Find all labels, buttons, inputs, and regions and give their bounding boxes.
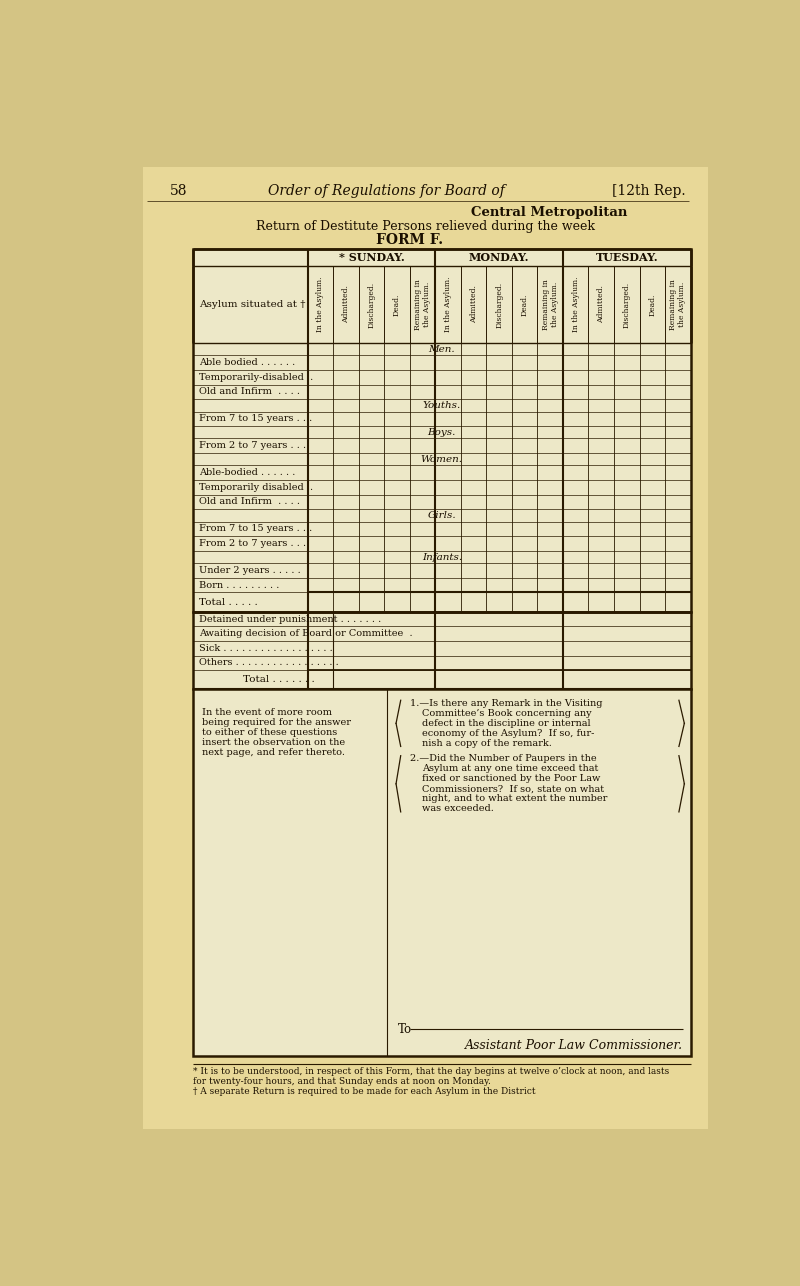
Text: Old and Infirm  . . . .: Old and Infirm . . . .	[199, 387, 300, 396]
Text: Commissioners?  If so, state on what: Commissioners? If so, state on what	[422, 784, 604, 793]
Text: Admitted.: Admitted.	[598, 285, 606, 323]
Text: Dead.: Dead.	[648, 293, 656, 315]
Text: † A separate Return is required to be made for each Asylum in the District: † A separate Return is required to be ma…	[193, 1087, 536, 1096]
Text: In the Asylum.: In the Asylum.	[317, 276, 325, 332]
Text: Dead.: Dead.	[393, 293, 401, 315]
Text: Asylum at any one time exceed that: Asylum at any one time exceed that	[422, 764, 598, 773]
Text: 58: 58	[170, 184, 187, 198]
Text: [12th Rep.: [12th Rep.	[611, 184, 685, 198]
Text: Remaining in
the Asylum.: Remaining in the Asylum.	[669, 279, 686, 331]
Text: insert the observation on the: insert the observation on the	[202, 738, 346, 747]
Text: MONDAY.: MONDAY.	[469, 252, 530, 264]
Text: Admitted.: Admitted.	[342, 285, 350, 323]
Text: Men.: Men.	[429, 345, 455, 354]
Text: Central Metropolitan: Central Metropolitan	[470, 206, 627, 220]
Text: * It is to be understood, in respect of this Form, that the day begins at twelve: * It is to be understood, in respect of …	[193, 1067, 670, 1076]
Text: To: To	[398, 1022, 413, 1035]
Bar	[193, 689, 690, 1056]
Text: Asylum situated at †: Asylum situated at †	[199, 300, 306, 309]
Text: Youths.: Youths.	[422, 401, 461, 410]
Text: Women.: Women.	[421, 455, 462, 464]
Text: Girls.: Girls.	[427, 511, 456, 520]
Text: Able bodied . . . . . .: Able bodied . . . . . .	[199, 358, 295, 367]
Text: Sick . . . . . . . . . . . . . . . . . .: Sick . . . . . . . . . . . . . . . . . .	[199, 644, 333, 653]
Text: to either of these questions: to either of these questions	[202, 728, 338, 737]
Text: Return of Destitute Persons relieved during the week: Return of Destitute Persons relieved dur…	[256, 220, 595, 233]
Text: fixed or sanctioned by the Poor Law: fixed or sanctioned by the Poor Law	[422, 774, 600, 783]
Text: Discharged.: Discharged.	[622, 282, 630, 328]
Text: nish a copy of the remark.: nish a copy of the remark.	[422, 739, 551, 748]
Text: Total . . . . . . .: Total . . . . . . .	[243, 675, 315, 684]
Text: Total . . . . .: Total . . . . .	[199, 598, 258, 607]
Text: In the event of more room: In the event of more room	[202, 709, 332, 718]
Text: From 2 to 7 years . . .: From 2 to 7 years . . .	[199, 539, 306, 548]
Text: Detained under punishment . . . . . . .: Detained under punishment . . . . . . .	[199, 615, 382, 624]
Text: Order of Regulations for Board of: Order of Regulations for Board of	[268, 184, 505, 198]
Text: Able-bodied . . . . . .: Able-bodied . . . . . .	[199, 468, 295, 477]
Text: next page, and refer thereto.: next page, and refer thereto.	[202, 748, 346, 757]
Text: Under 2 years . . . . .: Under 2 years . . . . .	[199, 566, 301, 575]
Text: Admitted.: Admitted.	[470, 285, 478, 323]
Text: economy of the Asylum?  If so, fur-: economy of the Asylum? If so, fur-	[422, 729, 594, 738]
Text: Born . . . . . . . . .: Born . . . . . . . . .	[199, 581, 279, 590]
Bar	[193, 612, 690, 689]
Text: Discharged.: Discharged.	[367, 282, 375, 328]
Text: Others . . . . . . . . . . . . . . . . .: Others . . . . . . . . . . . . . . . . .	[199, 658, 339, 667]
Text: was exceeded.: was exceeded.	[422, 804, 494, 813]
Text: Temporarily disabled  .: Temporarily disabled .	[199, 482, 314, 491]
Text: Assistant Poor Law Commissioner.: Assistant Poor Law Commissioner.	[465, 1039, 683, 1052]
Text: FORM F.: FORM F.	[377, 233, 443, 247]
Text: Discharged.: Discharged.	[495, 282, 503, 328]
Text: Remaining in
the Asylum.: Remaining in the Asylum.	[414, 279, 431, 331]
Text: Awaiting decision of Board or Committee  .: Awaiting decision of Board or Committee …	[199, 629, 413, 638]
Text: Temporarily-disabled  .: Temporarily-disabled .	[199, 373, 314, 382]
Text: Infants.: Infants.	[422, 553, 462, 562]
Text: 1.—Is there any Remark in the Visiting: 1.—Is there any Remark in the Visiting	[410, 698, 602, 707]
Text: In the Asylum.: In the Asylum.	[444, 276, 452, 332]
Text: night, and to what extent the number: night, and to what extent the number	[422, 795, 607, 804]
Text: Remaining in
the Asylum.: Remaining in the Asylum.	[542, 279, 558, 331]
Text: Old and Infirm  . . . .: Old and Infirm . . . .	[199, 498, 300, 507]
Text: defect in the discipline or internal: defect in the discipline or internal	[422, 719, 590, 728]
Text: From 2 to 7 years . . .: From 2 to 7 years . . .	[199, 441, 306, 450]
Bar	[193, 249, 690, 612]
Text: TUESDAY.: TUESDAY.	[595, 252, 658, 264]
Text: for twenty-four hours, and that Sunday ends at noon on Monday.: for twenty-four hours, and that Sunday e…	[193, 1076, 491, 1085]
Text: In the Asylum.: In the Asylum.	[572, 276, 580, 332]
Text: Committee’s Book concerning any: Committee’s Book concerning any	[422, 709, 591, 718]
Text: Dead.: Dead.	[521, 293, 529, 315]
Text: From 7 to 15 years . . .: From 7 to 15 years . . .	[199, 525, 313, 534]
Text: From 7 to 15 years . . .: From 7 to 15 years . . .	[199, 414, 313, 423]
Text: Boys.: Boys.	[427, 428, 456, 437]
Text: 2.—Did the Number of Paupers in the: 2.—Did the Number of Paupers in the	[410, 755, 597, 764]
Text: * SUNDAY.: * SUNDAY.	[338, 252, 404, 264]
Text: being required for the answer: being required for the answer	[202, 718, 351, 727]
